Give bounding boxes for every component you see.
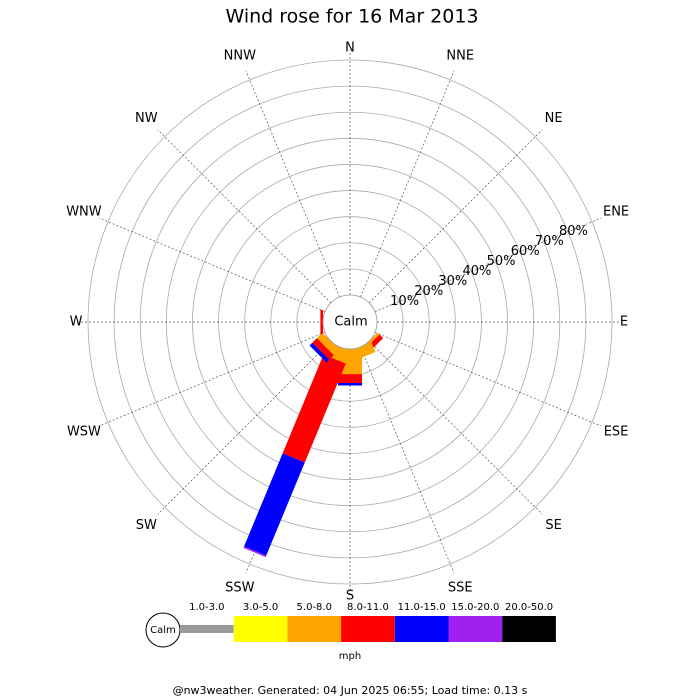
- direction-label: N: [345, 41, 355, 56]
- legend-calm-label: Calm: [150, 625, 176, 636]
- calm-circle: [322, 294, 378, 350]
- ring-label: 20%: [414, 284, 443, 299]
- grid-ring: [139, 111, 561, 533]
- ring-label: 70%: [535, 234, 564, 249]
- legend-label: 20.0-50.0: [505, 602, 553, 613]
- direction-label: NW: [135, 111, 158, 126]
- outer-ring: [87, 59, 613, 585]
- spoke: [98, 332, 326, 427]
- bar-segment: [316, 332, 340, 356]
- direction-label: WNW: [66, 204, 102, 219]
- spoke: [360, 70, 455, 298]
- direction-label: ESE: [604, 425, 629, 440]
- footer: @nw3weather. Generated: 04 Jun 2025 06:5…: [173, 684, 528, 697]
- direction-label: WSW: [67, 425, 101, 440]
- grid-ring: [192, 164, 508, 480]
- ring-label: 40%: [463, 264, 492, 279]
- chart-title: Wind rose for 16 Mar 2013: [225, 6, 478, 28]
- bar-segment: [309, 342, 330, 363]
- direction-label: W: [70, 315, 83, 330]
- legend-swatch: [341, 616, 395, 642]
- ring-label: 10%: [390, 294, 419, 309]
- legend-swatch: [448, 616, 503, 642]
- spoke: [374, 217, 602, 312]
- bar-segment: [312, 338, 334, 360]
- legend-swatch: [180, 625, 234, 633]
- legend-label: 1.0-3.0: [189, 602, 224, 613]
- bar-segment: [244, 453, 305, 556]
- spoke: [98, 217, 326, 312]
- bar-segment: [282, 354, 346, 463]
- direction-label: E: [620, 315, 628, 330]
- legend-label: 8.0-11.0: [347, 602, 389, 613]
- ring-label: 60%: [511, 244, 540, 259]
- legend-swatch: [233, 616, 288, 642]
- direction-label: SSW: [225, 581, 255, 596]
- spoke: [368, 340, 543, 515]
- bar-segment: [243, 546, 267, 558]
- direction-label: SE: [545, 518, 561, 533]
- legend-label: 5.0-8.0: [297, 602, 332, 613]
- legend-label: 3.0-5.0: [243, 602, 278, 613]
- grid-ring: [244, 216, 456, 428]
- spoke: [360, 346, 455, 574]
- spoke: [157, 129, 332, 304]
- direction-label: SSE: [448, 581, 473, 596]
- bar-segment: [320, 310, 323, 334]
- spoke: [368, 129, 543, 304]
- spoke: [374, 332, 602, 427]
- direction-label: S: [346, 589, 354, 604]
- spoke: [245, 70, 340, 298]
- spoke: [157, 340, 332, 515]
- calm-label: Calm: [334, 315, 367, 330]
- legend-swatch: [502, 616, 556, 642]
- ring-label: 30%: [438, 274, 467, 289]
- direction-label: NE: [545, 111, 563, 126]
- legend-swatch: [394, 616, 449, 642]
- bar-segment: [338, 374, 362, 383]
- legend-swatch: [287, 616, 342, 642]
- legend-label: 11.0-15.0: [398, 602, 446, 613]
- direction-label: ENE: [603, 204, 629, 219]
- direction-label: NNW: [224, 48, 256, 63]
- ring-label: 50%: [487, 254, 516, 269]
- direction-label: SW: [136, 518, 157, 533]
- direction-label: NNE: [446, 48, 474, 63]
- legend-units: mph: [339, 651, 361, 662]
- bar-segment: [338, 382, 362, 386]
- ring-label: 80%: [559, 224, 588, 239]
- legend-label: 15.0-20.0: [451, 602, 499, 613]
